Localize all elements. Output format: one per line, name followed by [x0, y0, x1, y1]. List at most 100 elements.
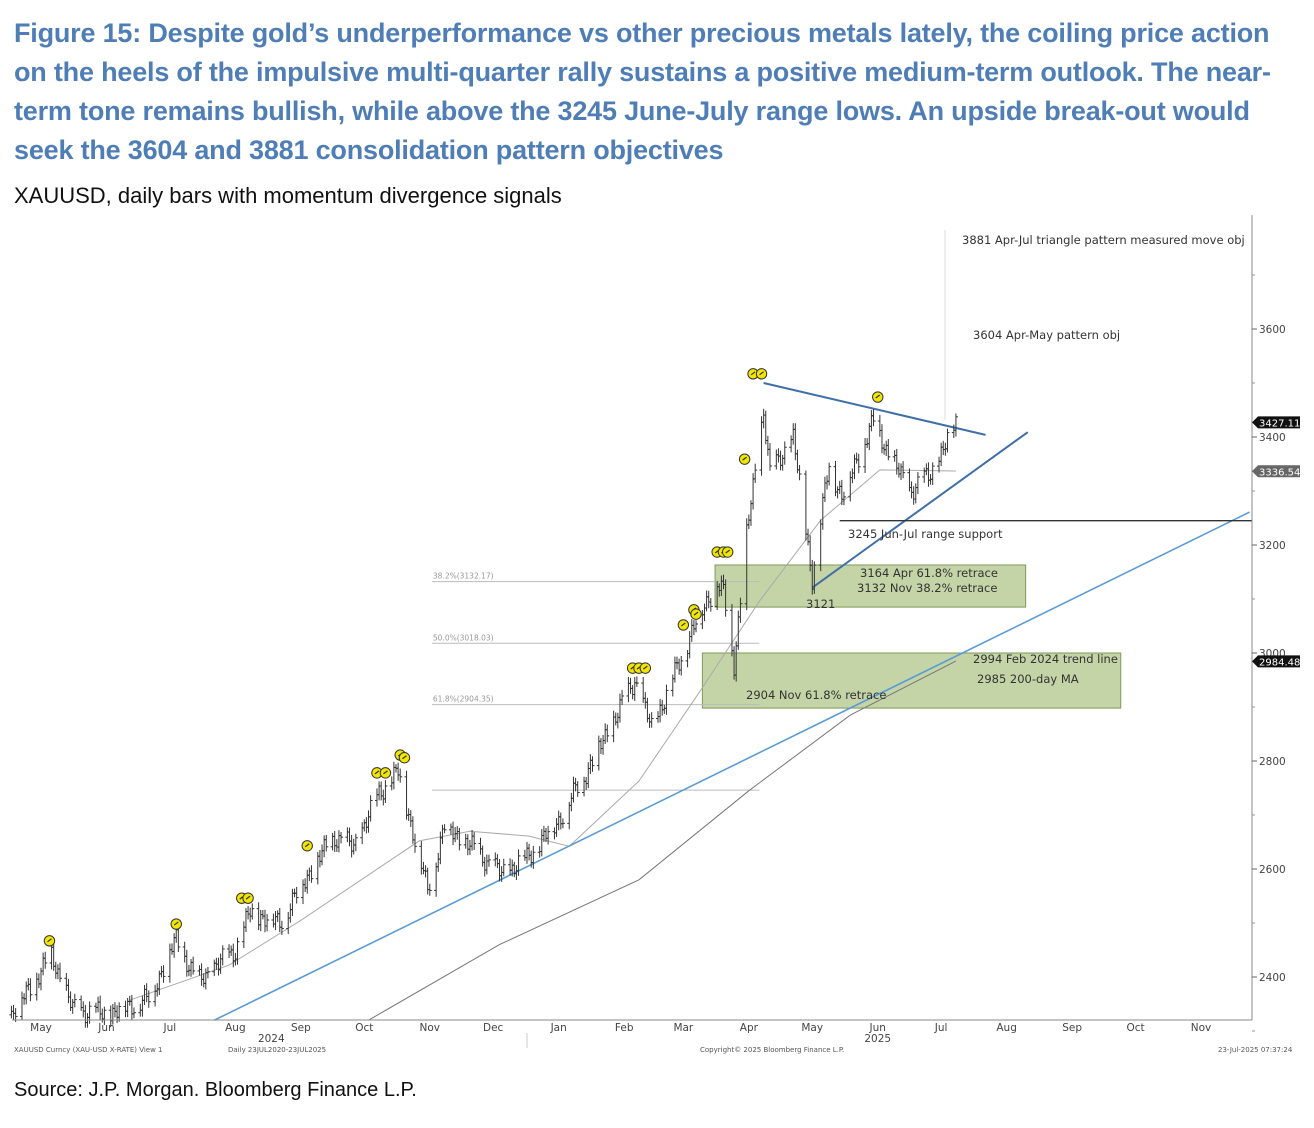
- ohlc-bar: [41, 952, 46, 976]
- footer-timestamp: 23-Jul-2025 07:37:24: [1218, 1046, 1293, 1054]
- x-tick-label: Nov: [1191, 1022, 1212, 1034]
- ohlc-bar: [508, 858, 513, 876]
- ohlc-bar: [685, 649, 690, 668]
- divergence-signals: [43, 368, 884, 947]
- ohlc-bar: [391, 761, 396, 790]
- ohlc-bar: [96, 996, 101, 1013]
- ohlc-bar: [554, 818, 559, 837]
- ohlc-bar: [738, 597, 743, 623]
- price-label-text: 3336.54: [1259, 467, 1300, 478]
- ohlc-bar: [117, 1002, 122, 1022]
- ohlc-bar: [926, 462, 931, 487]
- ohlc-bar: [170, 943, 175, 955]
- ohlc-bar: [320, 844, 325, 866]
- x-tick-label: Jul: [163, 1022, 177, 1034]
- x-tick-label: Oct: [355, 1022, 373, 1034]
- ohlc-bar: [345, 827, 350, 843]
- ohlc-bar: [463, 833, 468, 849]
- ohlc-bar: [827, 462, 832, 486]
- ohlc-bar: [884, 440, 889, 457]
- source-note: Source: J.P. Morgan. Bloomberg Finance L…: [14, 1079, 417, 1101]
- ohlc-bar: [894, 448, 899, 475]
- fibonacci-retracements: 38.2%(3132.17) 50.0%(3018.03) 61.8%(2904.3…: [431, 572, 760, 791]
- ohlc-bar: [317, 850, 322, 868]
- divergence-signal-icon: [738, 453, 751, 465]
- ohlc-bar: [351, 838, 356, 855]
- ohlc-bar: [670, 674, 675, 697]
- signal-glyph: [304, 843, 310, 848]
- annotation-3132: 3132 Nov 38.2% retrace: [857, 581, 997, 595]
- ohlc-bar: [229, 945, 234, 956]
- ohlc-bar: [408, 810, 413, 827]
- ohlc-bar: [472, 832, 477, 851]
- signal-glyph: [374, 770, 380, 775]
- ohlc-bar: [818, 519, 823, 572]
- signal-glyph: [725, 549, 731, 554]
- ohlc-bar: [748, 500, 753, 526]
- ohlc-bar: [362, 819, 367, 832]
- annotation-2985: 2985 200-day MA: [977, 672, 1079, 686]
- ohlc-bar: [9, 1005, 14, 1019]
- ohlc-bar: [301, 879, 306, 905]
- ohlc-bar: [495, 854, 500, 869]
- ohlc-bar: [24, 981, 29, 1005]
- annotation-3245: 3245 Jun-Jul range support: [848, 527, 1003, 541]
- ohlc-bar: [246, 905, 251, 920]
- chart-subtitle: XAUUSD, daily bars with momentum diverge…: [14, 183, 562, 208]
- ohlc-bar: [937, 456, 942, 473]
- ohlc-bar: [330, 832, 335, 851]
- ohlc-bar: [368, 795, 373, 822]
- ohlc-bar: [512, 861, 517, 878]
- ohlc-bar: [72, 993, 77, 1008]
- ohlc-bar: [763, 410, 768, 445]
- moving-averages: [129, 469, 957, 1021]
- ohlc-bar: [482, 856, 487, 877]
- ohlc-bar: [98, 995, 103, 1021]
- ohlc-bar: [102, 1006, 107, 1026]
- ohlc-bar: [647, 713, 652, 728]
- ohlc-bar: [398, 768, 403, 783]
- ohlc-bar: [694, 620, 699, 633]
- signal-glyph: [642, 665, 648, 670]
- target-zones: [701, 564, 1122, 709]
- ohlc-bar: [765, 435, 770, 456]
- ohlc-bar: [288, 903, 293, 923]
- x-tick-label: May: [801, 1022, 823, 1034]
- ohlc-bar: [197, 965, 202, 976]
- ohlc-bar: [144, 983, 149, 1003]
- ohlc-bar: [708, 597, 713, 612]
- target-zone: [714, 564, 1027, 608]
- ohlc-bar: [527, 843, 532, 861]
- ohlc-bar: [220, 945, 225, 966]
- fib-label: 61.8%(2904.35): [433, 695, 494, 704]
- ohlc-bar: [425, 867, 430, 895]
- ohlc-bar: [854, 452, 859, 464]
- annotations: 3881 Apr-Jul triangle pattern measured m…: [746, 233, 1245, 702]
- signal-glyph: [173, 921, 179, 926]
- ohlc-bar: [778, 450, 783, 471]
- ohlc-bar: [620, 689, 625, 705]
- divergence-signal-icon: [722, 546, 734, 558]
- ohlc-bar: [615, 712, 620, 729]
- price-label-text: 2984.48: [1259, 657, 1300, 668]
- ohlc-bar: [315, 852, 320, 885]
- ohlc-bar: [909, 481, 914, 499]
- ohlc-bar: [677, 658, 682, 675]
- x-tick-label: May: [30, 1022, 52, 1034]
- ohlc-bar: [746, 514, 751, 530]
- ohlc-bar: [869, 410, 874, 432]
- ohlc-bar: [539, 829, 544, 857]
- x-year-label: 2024: [258, 1033, 285, 1045]
- ohlc-bar: [273, 911, 278, 931]
- ohlc-bar: [706, 590, 711, 609]
- x-tick-label: Nov: [420, 1022, 441, 1034]
- ohlc-bar: [922, 467, 927, 483]
- ohlc-bar: [486, 854, 491, 867]
- ohlc-bar: [558, 812, 563, 830]
- ohlc-bar: [413, 833, 418, 853]
- ohlc-bar: [601, 734, 606, 755]
- divergence-signal-icon: [639, 662, 652, 674]
- ohlc-bar: [182, 941, 187, 963]
- ohlc-bar: [265, 913, 270, 932]
